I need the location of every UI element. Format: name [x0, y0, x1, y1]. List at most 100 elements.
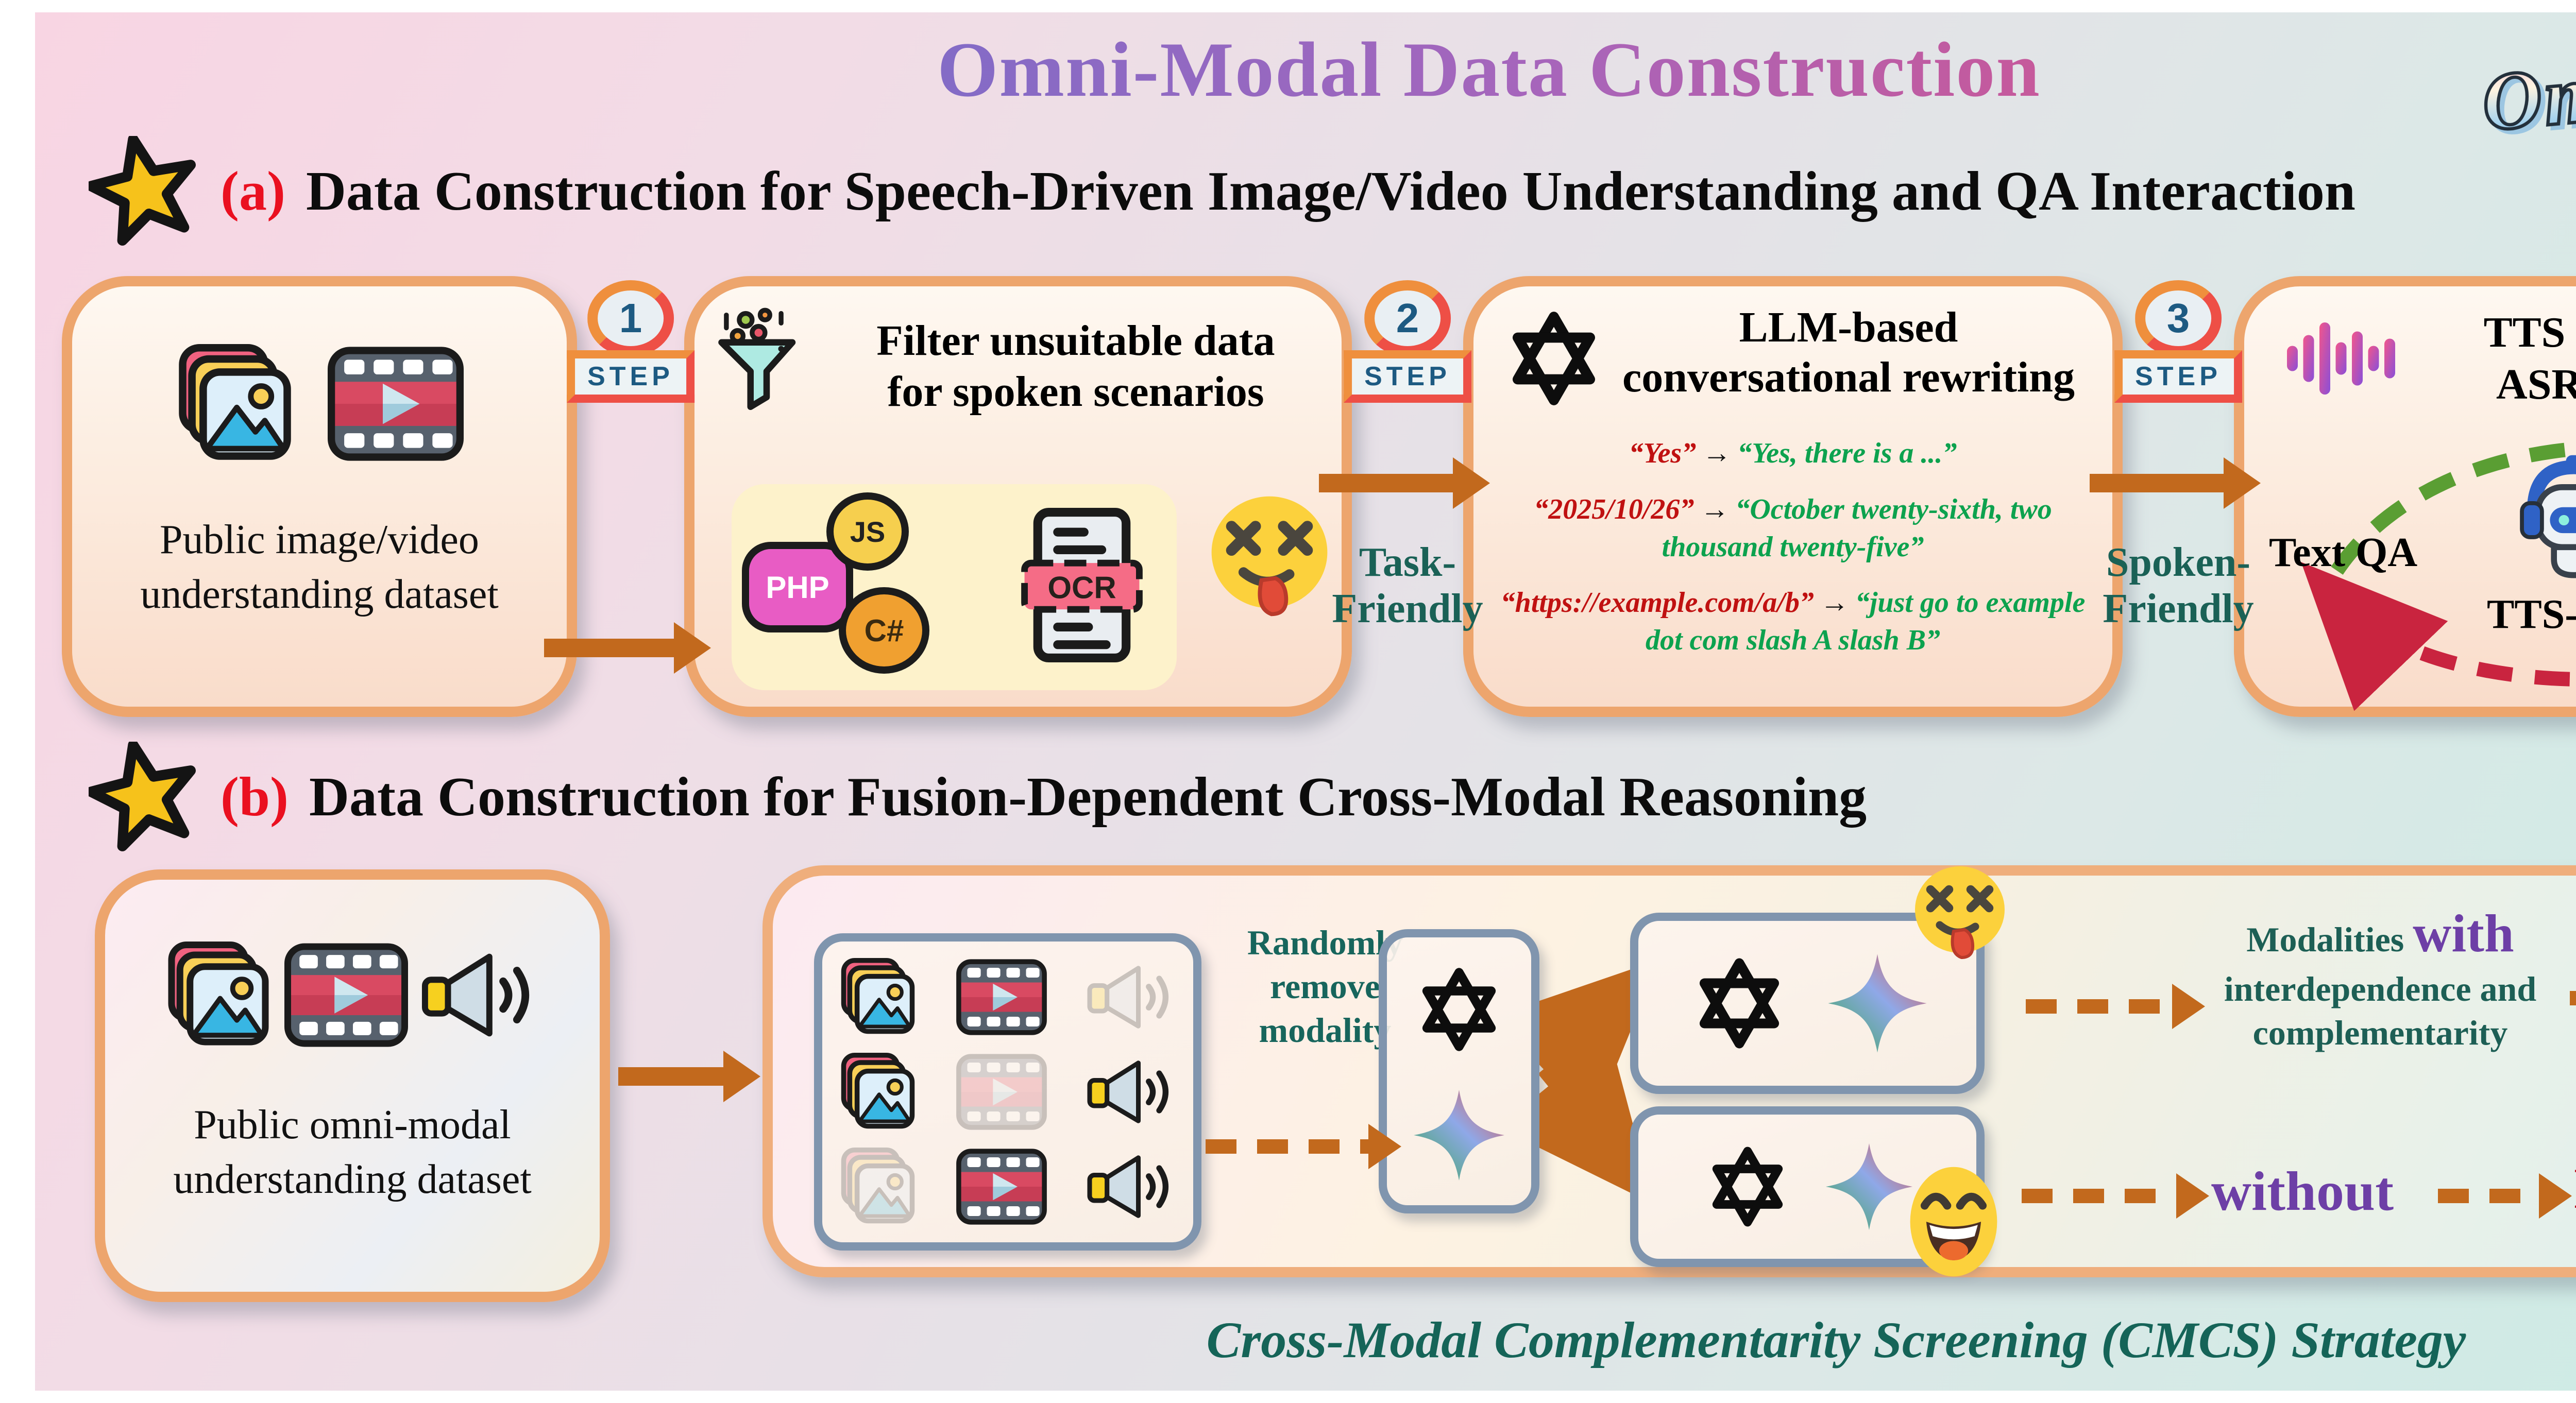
label-line: modality — [1259, 1011, 1392, 1050]
image-stack-icon — [175, 344, 295, 464]
speaker-icon — [1086, 1055, 1177, 1129]
cmcs-strategy-box: Randomly remove modality — [762, 865, 2576, 1277]
dataset-icons — [72, 344, 567, 464]
image-stack-icon — [165, 942, 272, 1049]
llm-judges-box — [1379, 929, 1539, 1213]
step-number: 3 — [2134, 280, 2222, 356]
arrow-glyph: → — [1702, 437, 1732, 469]
filter-box-header: Filter unsuitable data for spoken scenar… — [694, 286, 1342, 417]
label-line: Modalities with — [2203, 900, 2557, 967]
flow-gap-2: 2 STEP Task- Friendly — [1319, 276, 1490, 721]
speaker-icon — [420, 946, 540, 1045]
filter-unsuitable-data-box: Filter unsuitable data for spoken scenar… — [684, 276, 1352, 717]
dashed-arrow — [2570, 991, 2576, 1005]
title-line: for spoken scenarios — [887, 368, 1264, 416]
gpt-logo-icon — [1700, 1139, 1795, 1234]
task-friendly-label: Task- Friendly — [1332, 540, 1483, 632]
flow-gap-3: 3 STEP Spoken- Friendly — [2090, 276, 2261, 721]
star-icon — [89, 742, 200, 853]
step-number: 2 — [1364, 280, 1451, 356]
cmcs-strategy-caption: Cross-Modal Complementarity Screening (C… — [1206, 1311, 2466, 1368]
dashed-arrow — [2022, 1173, 2209, 1219]
caption-line: Public image/video — [160, 517, 479, 562]
modalities-with-label: Modalities with interdependence and comp… — [2203, 900, 2557, 1055]
title-line: ASR Validation — [2496, 360, 2576, 408]
modalities-word: Modalities — [2246, 920, 2404, 959]
star-icon — [89, 136, 200, 247]
dataset-icons — [105, 942, 600, 1049]
section-a-title: Data Construction for Speech-Driven Imag… — [306, 161, 2355, 222]
label-line: Spoken- — [2106, 540, 2251, 585]
step-word: STEP — [567, 350, 694, 403]
label-line: Randomly — [1247, 923, 1403, 962]
filter-box-title: Filter unsuitable data for spoken scenar… — [831, 315, 1321, 417]
tts-asr-label: TTS-ASR — [2487, 592, 2576, 637]
modality-row — [839, 1148, 1177, 1226]
llm-rewriting-box: LLM-based conversational rewriting “Yes”… — [1463, 276, 2123, 717]
speaker-icon — [1086, 1150, 1177, 1224]
ocr-document-icon — [1020, 501, 1144, 670]
modality-row — [839, 958, 1177, 1036]
step-word: STEP — [2114, 350, 2242, 403]
video-clip-icon — [328, 344, 464, 464]
gemini-logo-icon — [1826, 952, 1929, 1055]
branch-arrows — [1539, 960, 1634, 1205]
step-2-badge: 2 STEP — [1344, 280, 1471, 403]
dashed-arrow — [1206, 1124, 1401, 1169]
example-rewrite: “just go to example dot com slash A slas… — [1645, 587, 2086, 657]
discard-label: Discard — [2574, 1156, 2576, 1222]
title-line: TTS Synthesis & — [2483, 309, 2576, 356]
video-clip-icon — [284, 942, 408, 1049]
title-line: LLM-based — [1739, 303, 1958, 351]
image-stack-icon — [839, 1053, 917, 1131]
box-caption: Public image/video understanding dataset — [72, 513, 567, 622]
arrow-glyph: → — [1700, 493, 1730, 525]
section-b-header: (b) Data Construction for Fusion-Depende… — [89, 742, 1867, 853]
modality-row — [839, 1053, 1177, 1131]
step-number: 1 — [587, 280, 674, 356]
dead-face-emoji — [1206, 492, 1333, 620]
tts-box-title: TTS Synthesis & ASR Validation — [2401, 307, 2576, 411]
step-word: STEP — [1344, 350, 1471, 403]
flow-gap-1: 1 STEP — [544, 276, 711, 721]
example-source: “Yes” — [1629, 437, 1697, 469]
example-source: “https://example.com/a/b” — [1500, 587, 1814, 619]
rewrite-example: “Yes” → “Yes, there is a ...” — [1486, 435, 2100, 472]
label-line: interdependence and — [2224, 969, 2537, 1008]
caption-line: understanding dataset — [140, 571, 499, 617]
video-clip-icon — [956, 958, 1047, 1036]
happy-face-emoji — [1902, 1160, 2005, 1284]
with-word: with — [2413, 904, 2514, 963]
section-b-title: Data Construction for Fusion-Dependent C… — [309, 766, 1867, 828]
dead-face-emoji — [1910, 863, 2009, 962]
tts-asr-robot-icon — [2506, 451, 2576, 587]
rewrite-example: “https://example.com/a/b” → “just go to ex… — [1486, 584, 2100, 659]
caption-line: understanding dataset — [173, 1156, 532, 1202]
section-a-header: (a) Data Construction for Speech-Driven … — [89, 136, 2355, 247]
gemini-logo-icon — [1412, 1088, 1506, 1183]
rewrite-examples: “Yes” → “Yes, there is a ...” “2025/10/26”… — [1486, 435, 2100, 678]
speaker-icon-faded — [1086, 960, 1177, 1034]
spoken-friendly-label: Spoken- Friendly — [2103, 540, 2253, 632]
section-b-flow: Public omni-modal understanding dataset — [62, 865, 2576, 1310]
modality-combinations-box — [814, 933, 1201, 1251]
randomly-remove-modality-label: Randomly remove modality — [1218, 921, 1432, 1052]
box-caption: Public omni-modal understanding dataset — [105, 1098, 600, 1207]
gpt-logo-icon — [1686, 950, 1793, 1057]
section-a-label: (a) — [221, 161, 285, 222]
public-image-video-dataset-box: Public image/video understanding dataset — [62, 276, 577, 717]
caption-line: Public omni-modal — [194, 1102, 511, 1148]
page-title: Omni-Modal Data Construction — [35, 25, 2576, 114]
step-3-badge: 3 STEP — [2114, 280, 2242, 403]
js-bubble: JS — [826, 492, 909, 571]
main-panel: Omni-Modal Data Construction OmniWorld (… — [35, 12, 2576, 1391]
label-line: Friendly — [1332, 586, 1483, 631]
failed-answer-box — [1630, 913, 1985, 1094]
example-rewrite: “Yes, there is a ...” — [1737, 437, 1957, 469]
flow-arrow — [544, 622, 711, 674]
label-line: remove — [1270, 967, 1380, 1006]
step-1-badge: 1 STEP — [567, 280, 694, 403]
gpt-logo-icon — [1410, 960, 1509, 1059]
flow-arrow — [1319, 457, 1490, 509]
